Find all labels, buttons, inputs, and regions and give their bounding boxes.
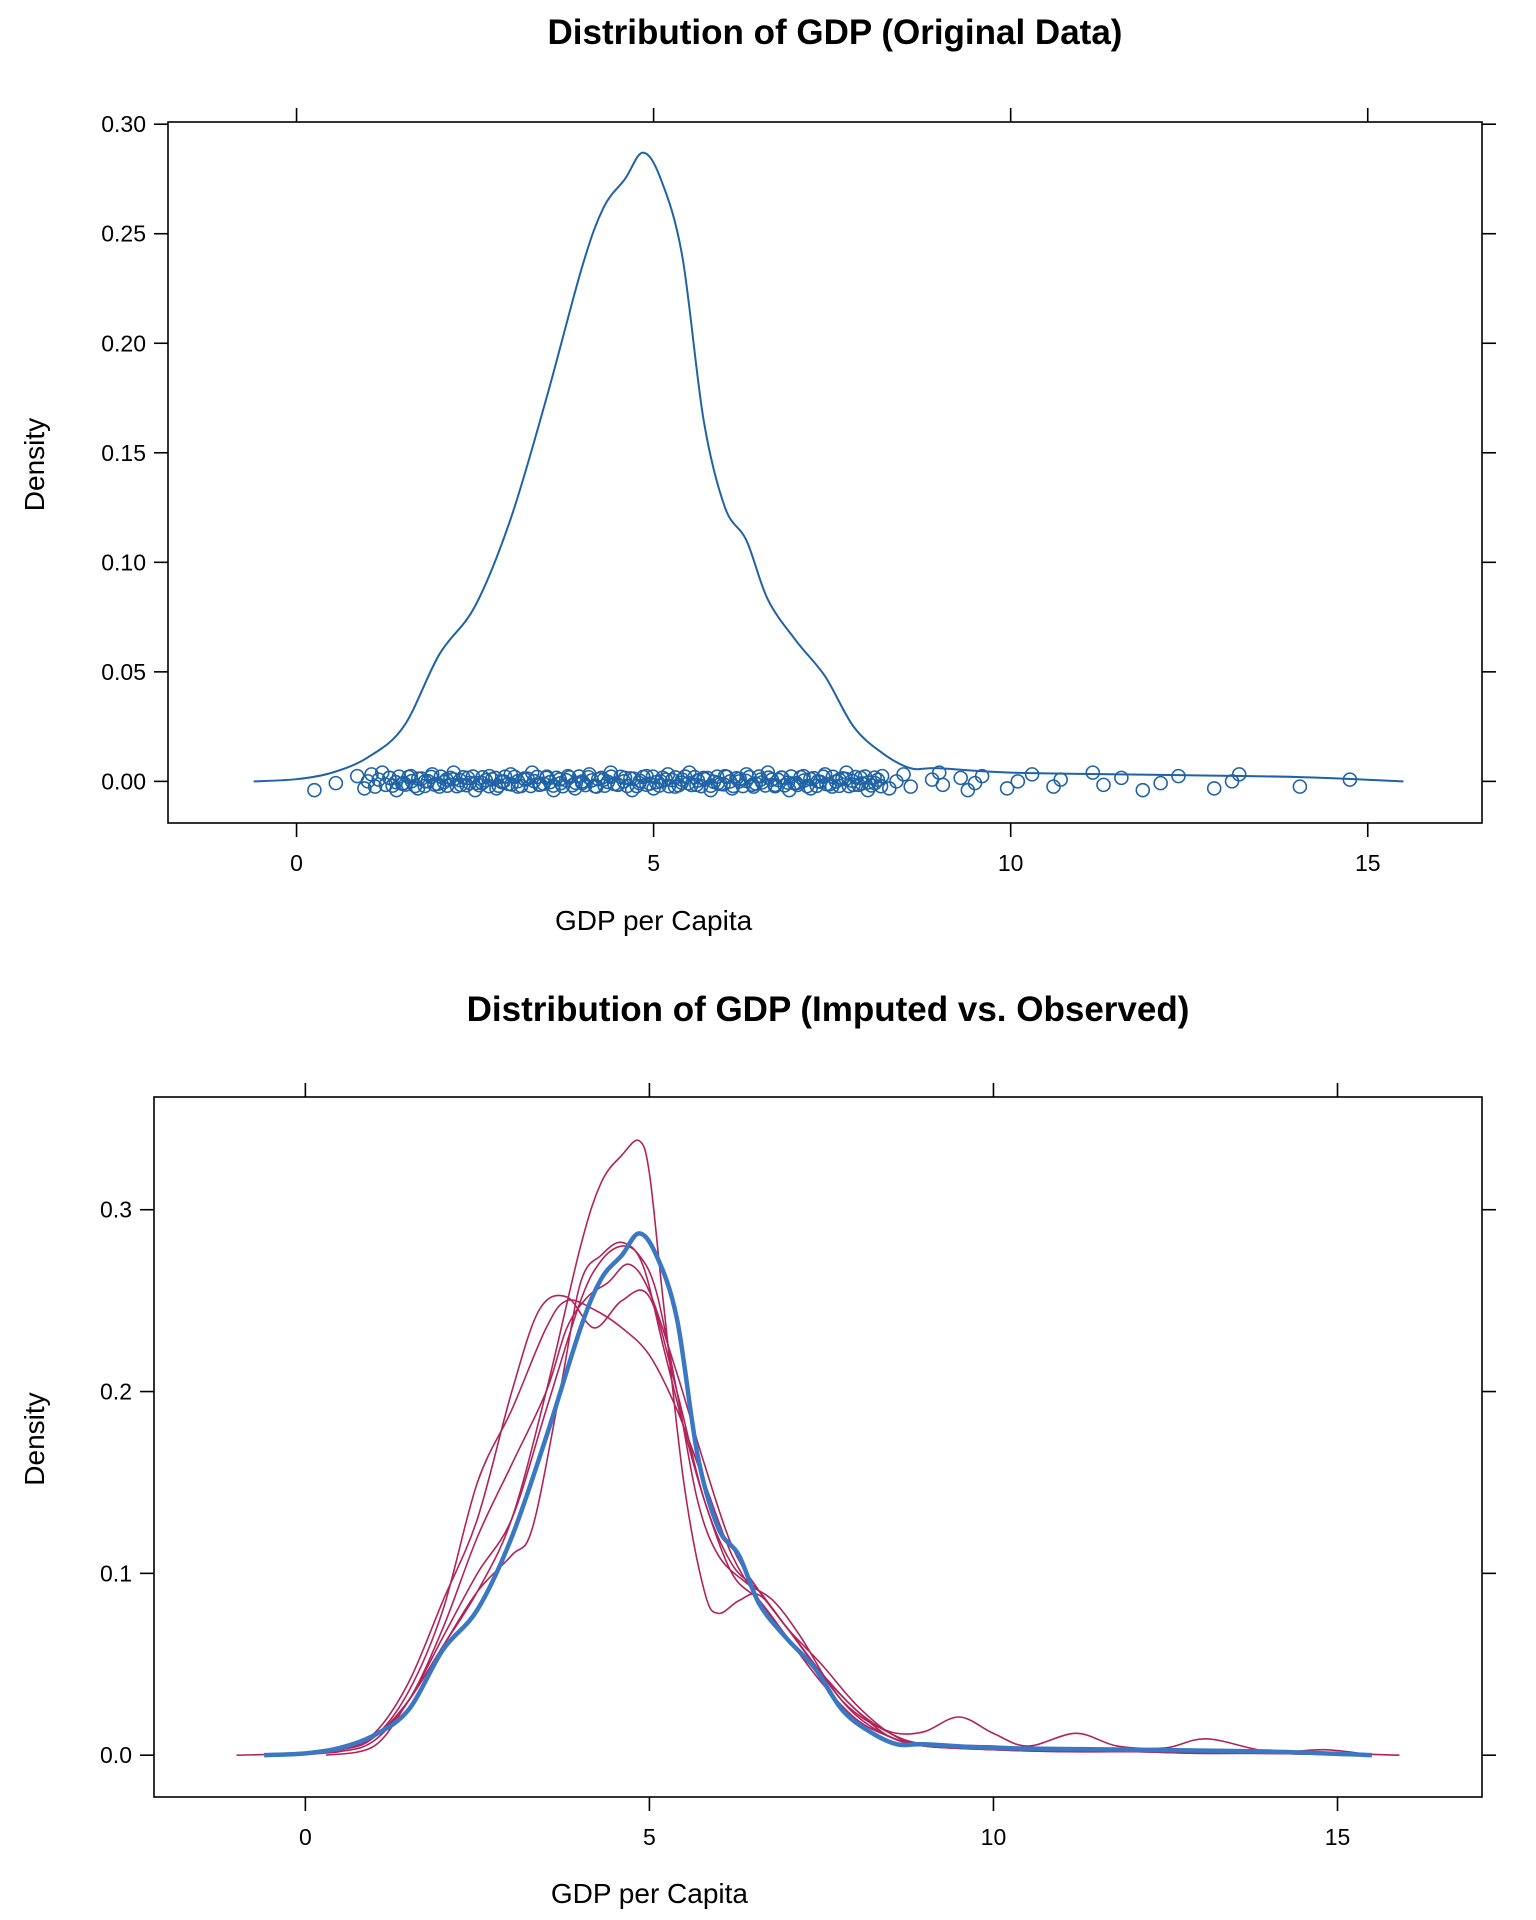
imputed-density-line (325, 1241, 1366, 1756)
rug-point (953, 770, 968, 786)
rug-point (960, 782, 976, 798)
rug-point (1085, 765, 1101, 780)
rug-point (1114, 770, 1129, 786)
y-tick-label: 0.15 (101, 440, 146, 466)
rug-point (1053, 772, 1068, 787)
rug-point (1010, 774, 1026, 789)
rug-point (414, 771, 429, 786)
rug-point (881, 781, 897, 796)
x-tick-label: 0 (290, 850, 303, 876)
x-axis-label: GDP per Capita (551, 1878, 749, 1909)
rug-point (935, 777, 951, 793)
rug-point (482, 768, 497, 784)
rug-point (903, 779, 918, 794)
y-tick-label: 0.10 (101, 549, 146, 575)
rug-point (328, 775, 344, 791)
rug-point (642, 776, 657, 791)
x-tick-label: 15 (1355, 850, 1381, 876)
y-tick-label: 0.3 (100, 1197, 132, 1223)
chart-title: Distribution of GDP (Imputed vs. Observe… (467, 990, 1190, 1029)
imputed-density-line (270, 1299, 1366, 1756)
rug-point (1171, 768, 1186, 784)
rug-point (838, 771, 854, 787)
rug-point (967, 775, 983, 791)
rug-point (1292, 779, 1308, 794)
y-tick-label: 0.2 (100, 1379, 132, 1405)
y-tick-label: 0.05 (101, 659, 146, 685)
rug-point (896, 767, 911, 782)
y-tick-label: 0.0 (100, 1742, 132, 1768)
rug-point (889, 774, 904, 789)
y-axis-label: Density (19, 1392, 50, 1485)
y-tick-label: 0.25 (101, 221, 146, 247)
rug-point (748, 776, 764, 791)
rug-point (1024, 767, 1040, 782)
y-tick-label: 0.20 (101, 330, 146, 356)
rug-point (307, 782, 322, 798)
rug-point (658, 772, 674, 787)
rug-point (357, 781, 372, 796)
x-tick-label: 5 (647, 850, 660, 876)
rug-point (446, 772, 461, 787)
rug-point (1135, 782, 1151, 798)
rug-point (430, 776, 445, 792)
rug-point (974, 768, 990, 784)
rug-point (1206, 781, 1222, 796)
density-line (253, 151, 1404, 783)
rug-point (716, 777, 731, 792)
rug-point (764, 772, 780, 787)
rug-point (874, 768, 890, 784)
y-tick-label: 0.30 (101, 111, 146, 137)
rug-point (732, 771, 747, 787)
rug-point (1231, 767, 1247, 782)
x-axis-label: GDP per Capita (555, 905, 753, 936)
y-axis-label: Density (19, 418, 50, 511)
rug-point (854, 776, 870, 791)
rug-point (1342, 772, 1358, 787)
chart-title: Distribution of GDP (Original Data) (548, 13, 1123, 52)
x-tick-label: 5 (643, 1824, 656, 1850)
y-tick-label: 0.1 (100, 1560, 132, 1586)
rug-point (1153, 775, 1168, 791)
rug-point (999, 781, 1015, 796)
x-tick-label: 10 (998, 850, 1024, 876)
plot-frame (153, 1096, 1483, 1798)
imputed-density-line (284, 1245, 1372, 1756)
rug-point (367, 779, 383, 794)
rug-point (1096, 777, 1111, 793)
rug-point (626, 771, 641, 787)
rug-point (822, 776, 837, 792)
observed-density-line (263, 1231, 1372, 1758)
rug-point (1046, 779, 1061, 794)
plot-frame (167, 121, 1483, 824)
x-tick-label: 15 (1325, 1824, 1351, 1850)
rug-point (536, 776, 551, 792)
x-tick-label: 0 (299, 1824, 312, 1850)
rug-point (616, 774, 632, 789)
y-tick-label: 0.00 (101, 768, 146, 794)
rug-point (520, 771, 535, 786)
rug-point (552, 772, 568, 787)
x-tick-label: 10 (981, 1824, 1007, 1850)
imputed-density-line (236, 1139, 1400, 1756)
rug-point (873, 778, 889, 794)
